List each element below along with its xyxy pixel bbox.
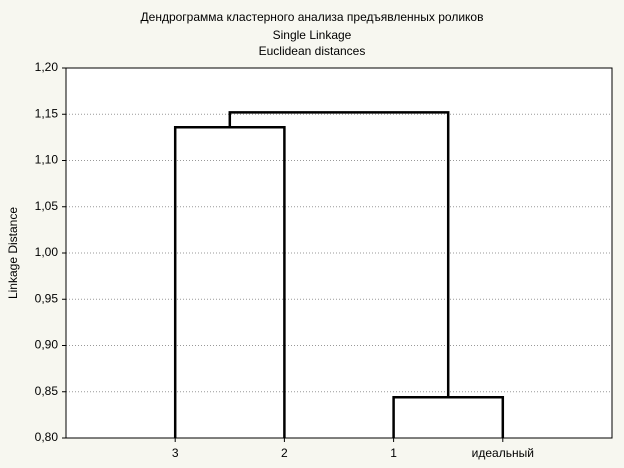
y-tick-label: 0,90 (35, 338, 59, 352)
y-tick-label: 0,80 (35, 430, 59, 444)
y-tick-label: 0,85 (35, 384, 59, 398)
leaf-label: 1 (390, 446, 397, 460)
y-tick-label: 1,10 (35, 153, 59, 167)
leaf-label: 2 (281, 446, 288, 460)
leaf-label: 3 (172, 446, 179, 460)
y-tick-label: 1,15 (35, 106, 59, 120)
y-axis-label: Linkage Distance (6, 207, 20, 299)
chart-subtitle: Single Linkage (273, 28, 352, 42)
chart-subtitle: Euclidean distances (259, 44, 366, 58)
dendrogram-link (228, 111, 450, 398)
chart-title: Дендрограмма кластерного анализа предъяв… (141, 10, 484, 24)
leaf-label: идеальный (472, 446, 534, 460)
plot-border (65, 67, 613, 439)
y-tick-label: 1,00 (35, 245, 59, 259)
y-tick-label: 1,05 (35, 199, 59, 213)
y-tick-label: 1,20 (35, 60, 59, 74)
y-tick-label: 0,95 (35, 291, 59, 305)
